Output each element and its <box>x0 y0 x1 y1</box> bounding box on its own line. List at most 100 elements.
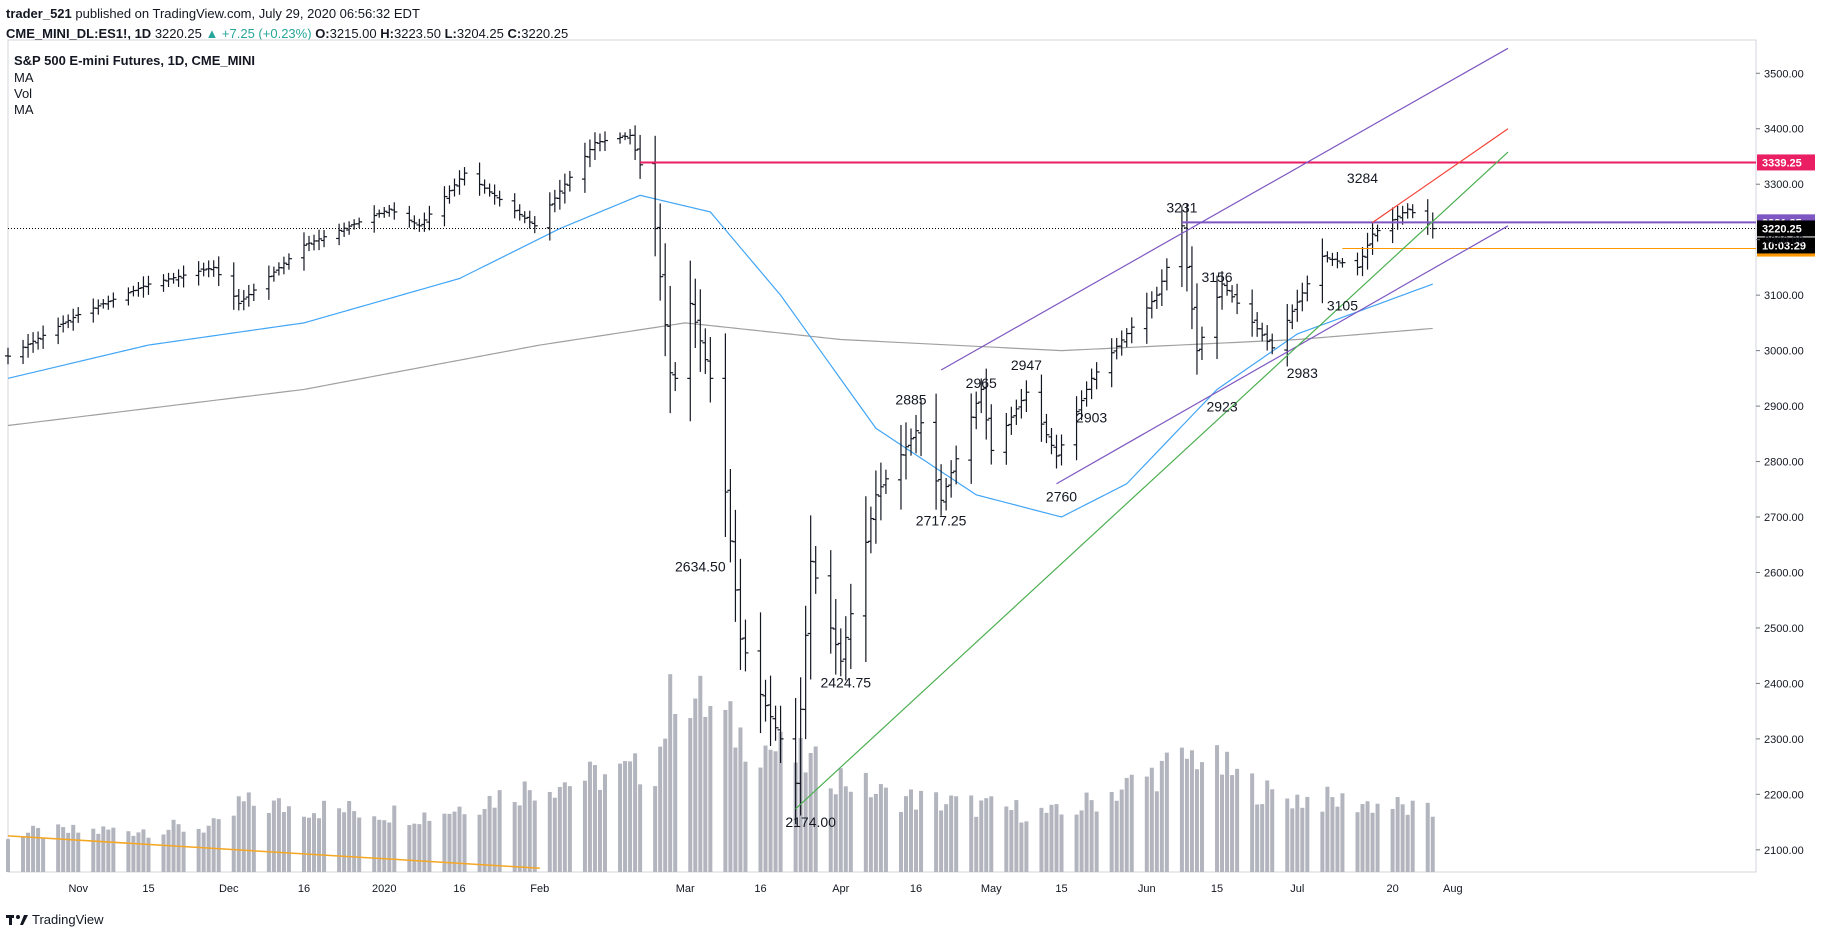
ohlc-bar <box>988 404 995 465</box>
ohlc-bar <box>742 619 749 672</box>
ohlc-bar <box>30 332 37 353</box>
ohlc-bar <box>737 558 744 670</box>
volume-bar <box>1290 808 1295 872</box>
ohlc-bar <box>1193 283 1200 375</box>
price-annotation: 2983 <box>1287 365 1318 381</box>
ohlc-bar <box>240 290 247 311</box>
volume-bar <box>286 806 291 872</box>
volume-bar <box>1390 808 1395 872</box>
ohlc-bar <box>872 470 879 544</box>
ohlc-bar <box>316 229 323 251</box>
ohlc-bar <box>847 583 854 670</box>
volume-bar <box>271 800 276 872</box>
ohlc-bar <box>1023 380 1030 412</box>
volume-bar <box>562 782 567 872</box>
ohlc-bar <box>566 170 573 192</box>
volume-bar <box>1225 751 1230 872</box>
price-axis[interactable]: 3500.00 3400.00 3300.00 3200.00 3100.00 3000.… <box>1756 68 1804 857</box>
ohlc-bar <box>667 285 674 414</box>
ohlc-bar <box>386 204 393 217</box>
time-tick-label: Jul <box>1290 883 1304 895</box>
time-tick-label: Dec <box>219 883 239 895</box>
volume-bar <box>91 828 96 872</box>
ohlc-bar <box>496 190 503 207</box>
ma50-layer <box>7 194 1433 518</box>
volume-bar <box>322 800 327 872</box>
ohlc-bar <box>200 262 207 277</box>
ohlc-bar <box>983 368 990 440</box>
volume-bar <box>276 798 281 872</box>
ohlc-bar <box>561 173 568 204</box>
ohlc-bar <box>1234 283 1241 315</box>
ohlc-bar <box>837 628 844 677</box>
volume-bar <box>763 745 768 872</box>
symbol-label[interactable]: CME_MINI_DL:ES1!, 1D <box>6 26 152 41</box>
price-tick-label: 2200.00 <box>1764 789 1804 801</box>
ohlc-bar <box>802 605 809 740</box>
price-annotation: 2885 <box>895 391 926 407</box>
volume-bar <box>442 813 447 872</box>
volume-bar <box>1430 816 1435 872</box>
volume-bar <box>36 827 41 872</box>
ohlc-bar <box>195 261 202 286</box>
volume-bar <box>703 716 708 872</box>
tradingview-logo-icon[interactable] <box>6 913 28 927</box>
volume-bar <box>1295 794 1300 872</box>
ohlc-bar <box>1369 223 1376 255</box>
high-label: H: <box>380 26 394 41</box>
volume-bar <box>141 829 146 872</box>
ohlc-bar <box>652 135 659 257</box>
volume-bar <box>979 800 984 872</box>
volume-bar <box>1270 789 1275 872</box>
price-tick-label: 3300.00 <box>1764 179 1804 191</box>
volume-bar <box>422 812 427 872</box>
ohlc-bar <box>70 308 77 331</box>
ohlc-bar <box>205 260 212 278</box>
trendline <box>795 151 1509 810</box>
volume-bar <box>1049 804 1054 872</box>
ohlc-bar <box>1153 286 1160 309</box>
volume-bar <box>758 767 763 872</box>
ohlc-bar <box>697 289 704 372</box>
volume-bar <box>934 792 939 872</box>
volume-bar <box>773 751 778 872</box>
volume-bar <box>668 674 673 872</box>
ohlc-bar <box>381 206 388 218</box>
volume-bar <box>903 796 908 872</box>
trendlines-layer[interactable] <box>795 47 1509 810</box>
tradingview-brand[interactable]: TradingView <box>32 912 104 927</box>
ohlc-bar <box>175 269 182 287</box>
hline-price-tag: 3339.25 <box>1762 157 1802 169</box>
ohlc-bar <box>1259 322 1266 342</box>
time-axis[interactable]: Nov 15 Dec 16 2020 16 Feb Mar 16 Apr 16 May 15 Jun 15 J… <box>68 883 1462 895</box>
ohlc-bar <box>1078 390 1085 421</box>
volume-bar <box>833 794 838 872</box>
ohlc-bar <box>531 216 538 234</box>
volume-bar <box>984 798 989 872</box>
time-tick-label: May <box>981 883 1002 895</box>
author-name[interactable]: trader_521 <box>6 6 72 21</box>
ohlc-bar <box>421 212 428 232</box>
ohlc-bar <box>65 314 72 329</box>
volume-bar <box>26 832 31 872</box>
volume-bar <box>828 788 833 872</box>
volume-bar <box>347 800 352 872</box>
ohlc-bar <box>75 307 82 323</box>
volume-bar <box>1184 758 1189 872</box>
volume-bar <box>768 749 773 872</box>
volume-bar <box>301 816 306 872</box>
price-annotation: 3231 <box>1166 199 1197 215</box>
time-tick-label: Aug <box>1443 883 1463 895</box>
time-tick-label: 2020 <box>372 883 396 895</box>
ohlc-bar <box>1429 212 1436 239</box>
ohlc-bar <box>692 278 699 349</box>
ohlc-bar <box>280 256 287 275</box>
ohlc-bar <box>897 424 904 510</box>
legend-title: S&P 500 E-mini Futures, 1D, CME_MINI <box>14 53 255 68</box>
volume-bar <box>211 818 216 872</box>
ohlc-bar <box>1254 312 1261 337</box>
ohlc-bar <box>406 205 413 228</box>
last-price: 3220.25 <box>154 26 202 41</box>
